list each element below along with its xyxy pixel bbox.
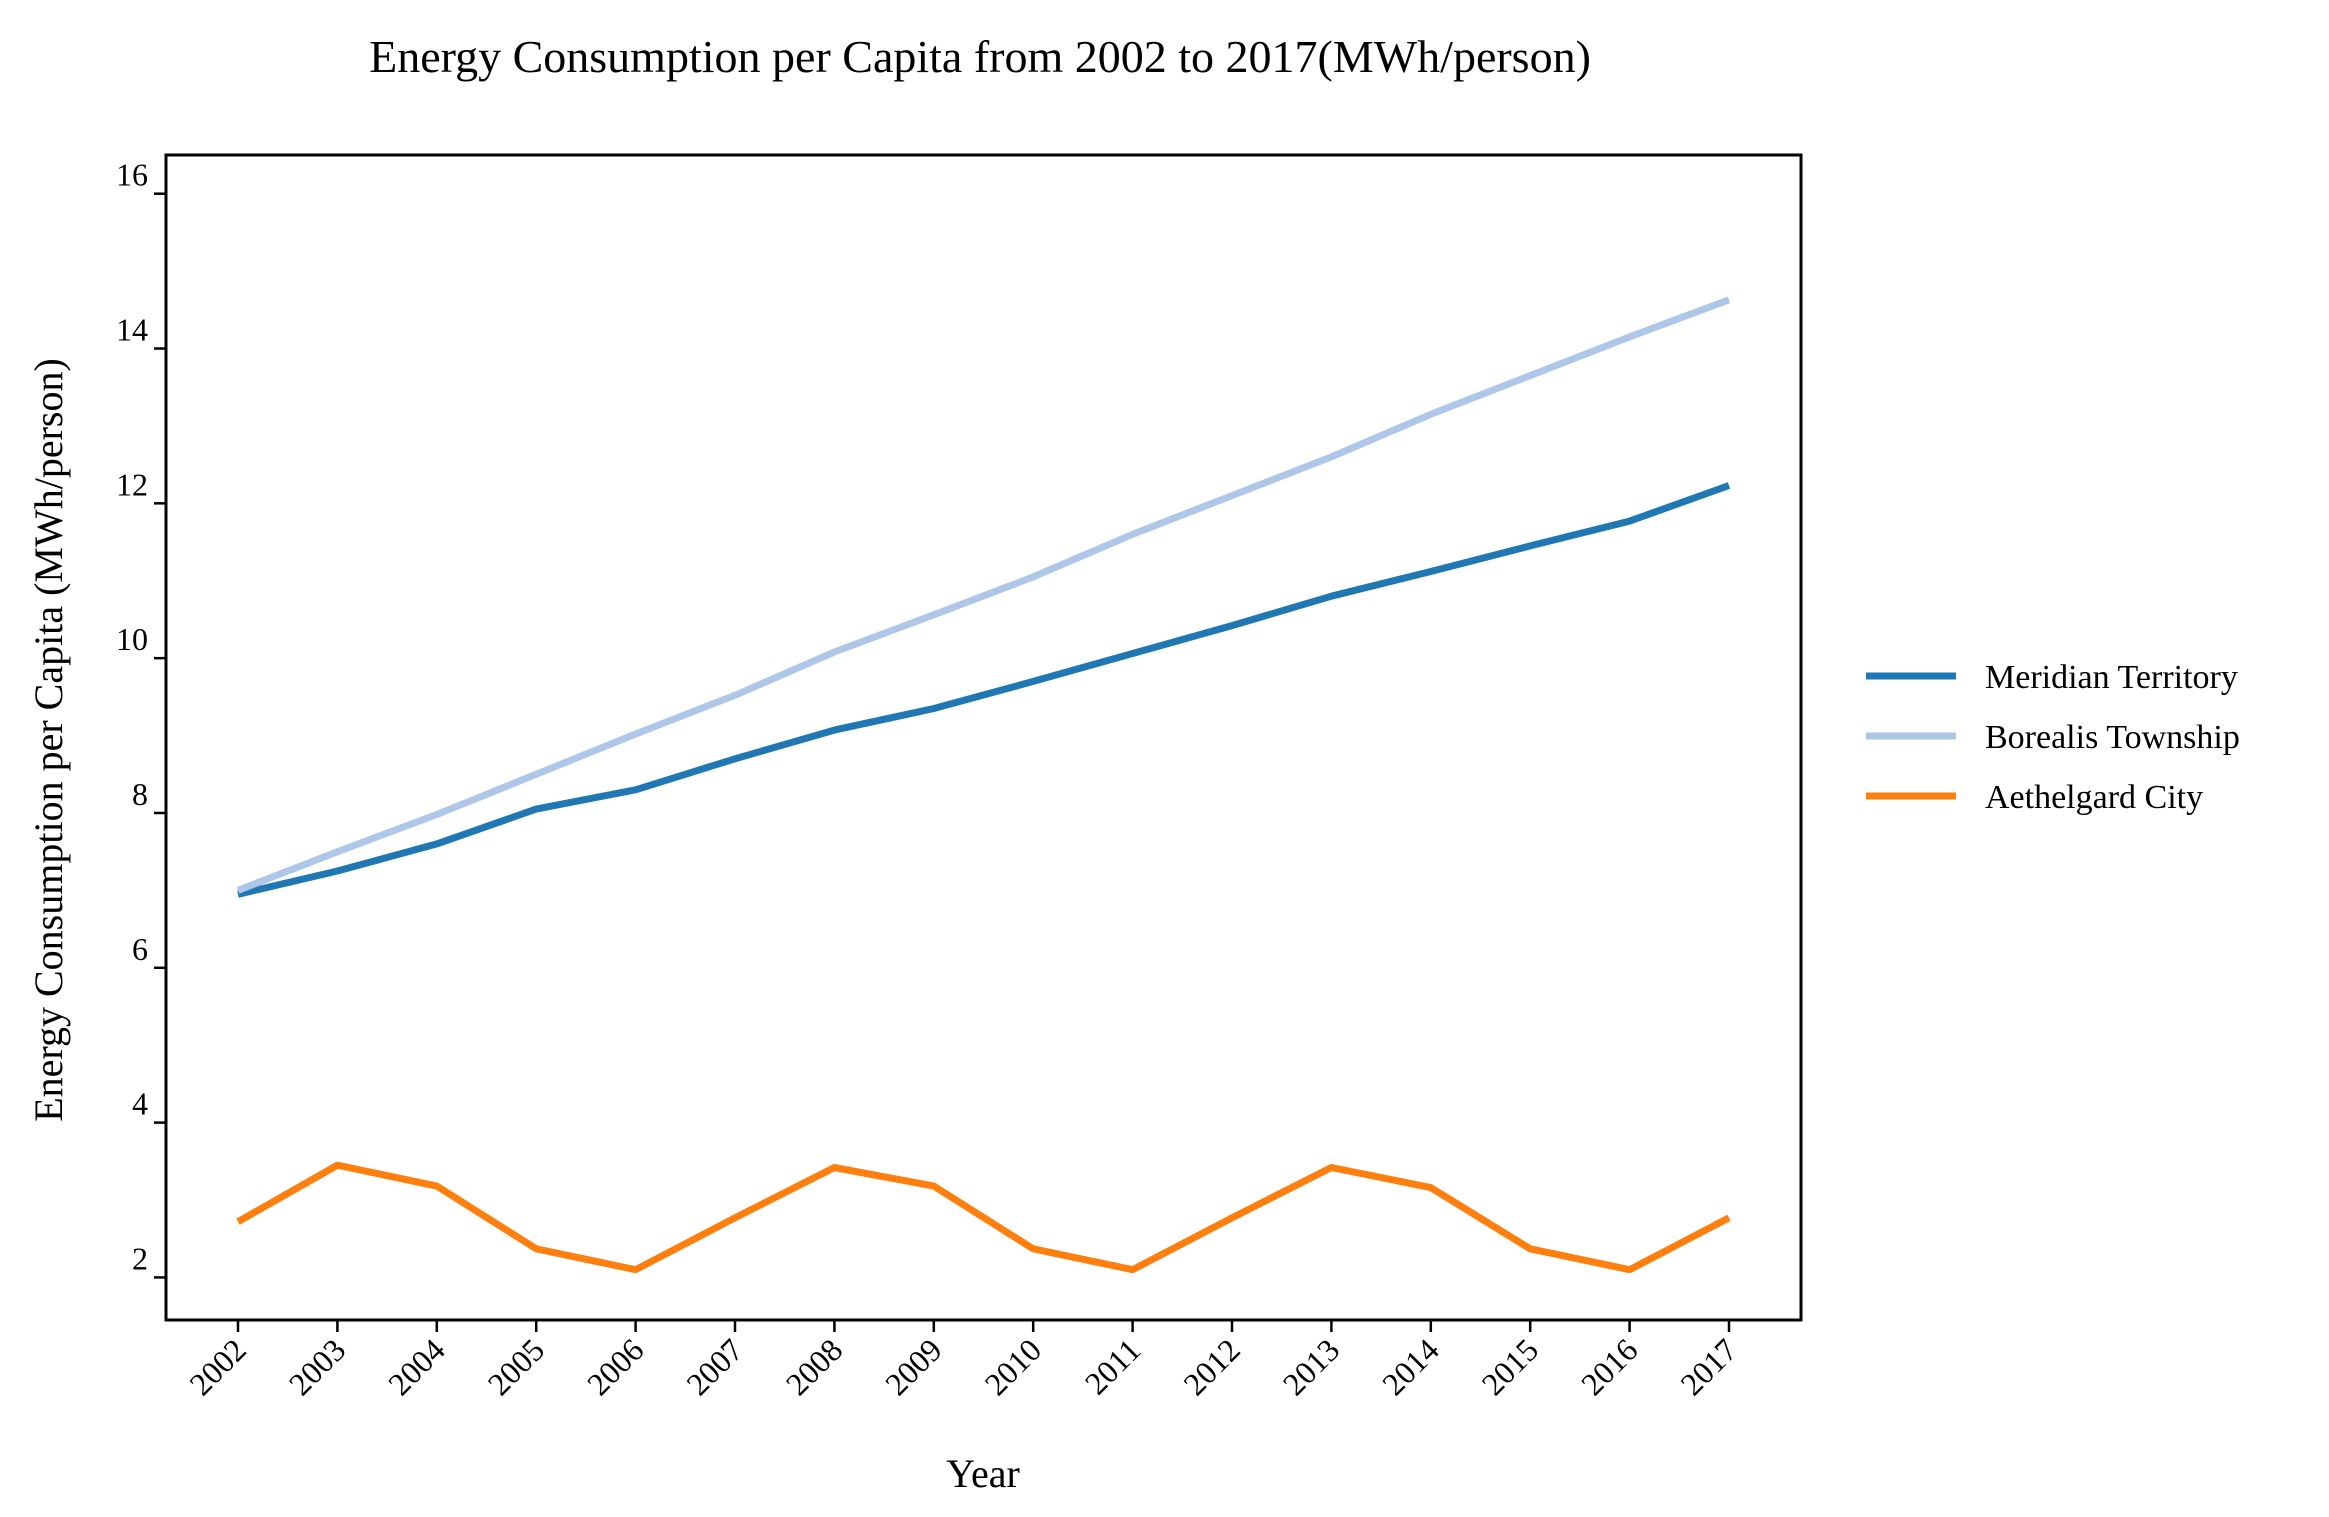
x-tick-label: 2002 <box>182 1331 253 1402</box>
chart-title: Energy Consumption per Capita from 2002 … <box>369 31 1591 82</box>
series-line-1 <box>236 296 1731 894</box>
y-axis-label: Energy Consumption per Capita (MWh/perso… <box>26 358 71 1122</box>
series-line-0 <box>237 482 1731 898</box>
plot-frame <box>164 153 1803 1322</box>
x-axis: 2002 2003 2004 2005 2006 2007 2008 2009 2010 2011… <box>182 1320 1744 1402</box>
y-tick-label: 8 <box>132 776 148 812</box>
x-tick-label: 2012 <box>1176 1331 1247 1402</box>
plot-area <box>236 296 1731 1274</box>
legend-label-1: Borealis Township <box>1985 719 2240 756</box>
x-tick-label: 2014 <box>1375 1331 1446 1402</box>
series-line-2 <box>236 1161 1731 1274</box>
x-tick-label: 2007 <box>679 1331 750 1402</box>
x-tick-label: 2004 <box>381 1331 452 1402</box>
y-tick-label: 16 <box>116 157 148 193</box>
x-tick-label: 2003 <box>282 1331 353 1402</box>
y-tick-label: 14 <box>116 312 148 348</box>
y-tick-label: 10 <box>116 621 148 657</box>
x-tick-label: 2013 <box>1276 1331 1347 1402</box>
x-tick-label: 2009 <box>878 1331 949 1402</box>
y-tick-label: 12 <box>116 466 148 502</box>
x-tick-label: 2016 <box>1574 1331 1645 1402</box>
x-tick-label: 2008 <box>779 1331 850 1402</box>
y-tick-label: 2 <box>132 1240 148 1276</box>
x-axis-label: Year <box>946 1451 1020 1496</box>
legend: Meridian Territory Borealis Township Aethe… <box>1866 659 2240 816</box>
y-tick-label: 6 <box>132 931 148 967</box>
x-tick-label: 2015 <box>1474 1331 1545 1402</box>
legend-label-2: Aethelgard City <box>1985 779 2203 816</box>
y-axis: 2 4 6 8 10 12 14 16 <box>116 157 166 1279</box>
x-tick-label: 2017 <box>1673 1331 1744 1402</box>
x-tick-label: 2005 <box>480 1331 551 1402</box>
y-tick-label: 4 <box>132 1086 148 1122</box>
x-tick-label: 2010 <box>977 1331 1048 1402</box>
x-tick-label: 2011 <box>1078 1331 1148 1401</box>
legend-label-0: Meridian Territory <box>1985 659 2238 696</box>
x-tick-label: 2006 <box>580 1331 651 1402</box>
